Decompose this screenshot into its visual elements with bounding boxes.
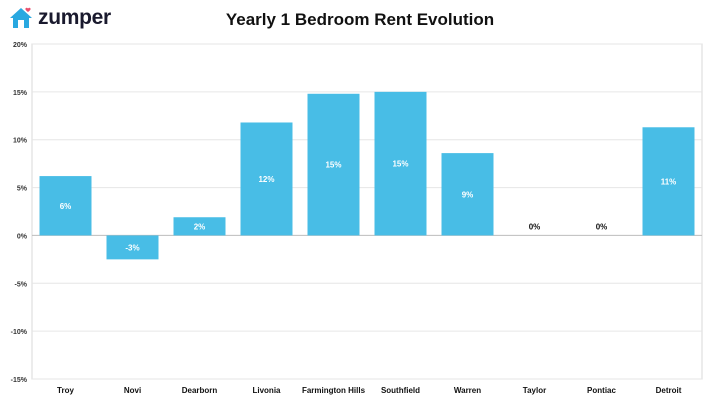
- bar: [642, 127, 695, 236]
- bar: [441, 153, 494, 236]
- data-label: 0%: [529, 222, 541, 231]
- x-tick-label: Dearborn: [182, 386, 218, 395]
- x-tick-label: Detroit: [656, 386, 682, 395]
- y-tick-label: -5%: [15, 281, 28, 288]
- logo-text: zumper: [38, 6, 111, 29]
- y-tick-label: -10%: [11, 329, 28, 336]
- x-tick-label: Troy: [57, 386, 74, 395]
- x-tick-label: Farmington Hills: [302, 386, 366, 395]
- x-tick-label: Novi: [124, 386, 141, 395]
- y-tick-label: 20%: [13, 42, 28, 49]
- bar: [39, 176, 92, 236]
- bar: [173, 217, 226, 236]
- x-tick-label: Pontiac: [587, 386, 616, 395]
- y-tick-label: 5%: [17, 186, 28, 193]
- bar: [374, 91, 427, 236]
- bar: [307, 93, 360, 236]
- data-label: 2%: [194, 222, 206, 231]
- y-tick-label: 0%: [17, 233, 28, 240]
- x-tick-label: Taylor: [523, 386, 546, 395]
- x-tick-label: Southfield: [381, 386, 420, 395]
- data-label: 6%: [60, 202, 72, 211]
- plot-frame: [31, 43, 703, 380]
- house-heart-icon: [10, 7, 32, 28]
- data-label: 11%: [661, 177, 677, 186]
- y-tick-label: -15%: [11, 377, 28, 384]
- x-tick-label: Warren: [454, 386, 481, 395]
- data-label: 9%: [462, 190, 474, 199]
- data-label: -3%: [125, 243, 139, 252]
- data-label: 15%: [325, 161, 341, 170]
- x-tick-label: Livonia: [252, 386, 281, 395]
- y-tick-label: 10%: [13, 138, 28, 145]
- bar: [240, 122, 293, 236]
- data-label: 15%: [392, 160, 408, 169]
- data-label: 12%: [258, 175, 274, 184]
- zumper-logo[interactable]: zumper: [8, 6, 111, 30]
- chart-title: Yearly 1 Bedroom Rent Evolution: [225, 10, 495, 29]
- bar: [106, 235, 159, 260]
- y-tick-label: 15%: [13, 90, 28, 97]
- data-label: 0%: [596, 222, 608, 231]
